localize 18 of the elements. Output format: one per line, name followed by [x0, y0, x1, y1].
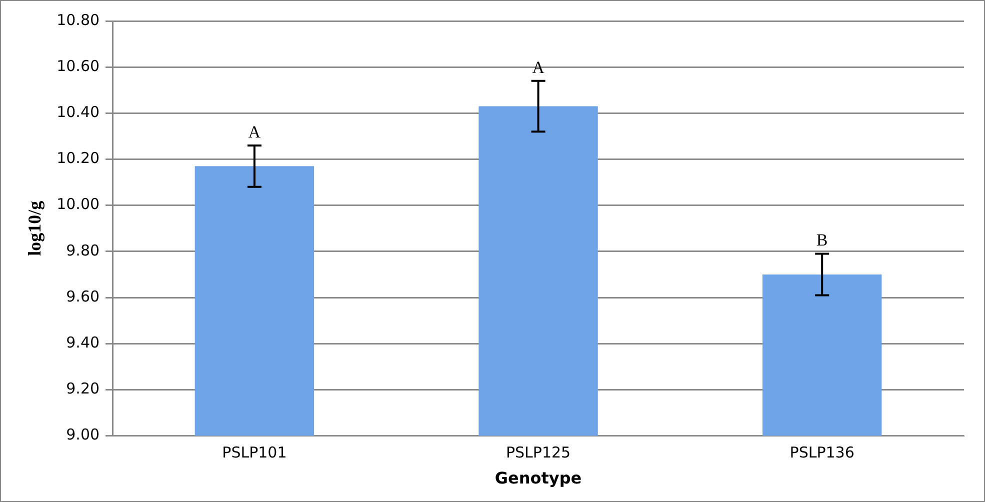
x-tick-label: PSLP125 — [506, 444, 571, 462]
y-tick-label: 9.40 — [66, 334, 100, 352]
x-tick-label: PSLP136 — [790, 444, 854, 462]
y-tick-label: 10.20 — [56, 149, 100, 168]
y-tick-label: 9.60 — [66, 287, 100, 306]
x-axis-title: Genotype — [494, 468, 582, 488]
annotation: A — [248, 122, 262, 142]
y-tick-label: 9.20 — [66, 380, 100, 398]
y-tick-label: 10.60 — [56, 56, 100, 75]
y-tick-label: 10.80 — [56, 10, 100, 29]
x-tick-label: PSLP101 — [222, 444, 287, 462]
y-tick-label: 9.00 — [66, 426, 100, 444]
y-axis-title: log10/g — [24, 200, 44, 256]
y-tick-label: 10.40 — [56, 103, 100, 122]
y-tick-label: 9.80 — [66, 241, 100, 260]
y-tick-label: 10.00 — [56, 195, 100, 214]
annotation: B — [816, 230, 828, 250]
annotation: A — [532, 58, 546, 77]
